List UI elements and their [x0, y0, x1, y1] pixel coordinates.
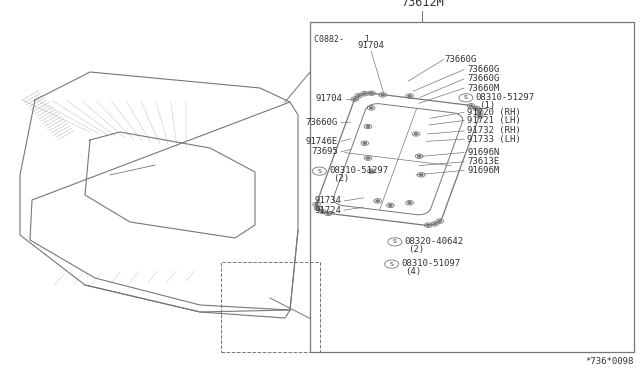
Text: S: S [464, 95, 468, 100]
Circle shape [389, 205, 392, 206]
Bar [221, 262, 320, 352]
Text: 91732 (RH): 91732 (RH) [467, 126, 521, 135]
Text: 91733 (LH): 91733 (LH) [467, 135, 521, 144]
Circle shape [477, 111, 481, 113]
Circle shape [433, 223, 436, 225]
Text: 91724: 91724 [314, 206, 341, 215]
Circle shape [327, 212, 330, 214]
Text: 73660G: 73660G [445, 55, 477, 64]
Text: 91734: 91734 [314, 196, 341, 205]
Circle shape [470, 105, 472, 107]
Text: 91704: 91704 [316, 94, 342, 103]
Circle shape [438, 220, 441, 222]
Circle shape [408, 95, 411, 97]
Text: (4): (4) [405, 267, 421, 276]
Text: *736*0098: *736*0098 [585, 357, 634, 366]
Circle shape [367, 157, 369, 159]
Text: 73660G: 73660G [467, 65, 499, 74]
Text: (2): (2) [408, 245, 424, 254]
Circle shape [408, 202, 411, 203]
Circle shape [420, 174, 422, 176]
Circle shape [363, 93, 366, 94]
Circle shape [317, 208, 319, 209]
Circle shape [370, 92, 373, 94]
Circle shape [478, 115, 481, 117]
Circle shape [427, 224, 430, 226]
Text: 08310-51297: 08310-51297 [476, 93, 534, 102]
Circle shape [364, 142, 366, 144]
Circle shape [370, 170, 372, 172]
Circle shape [415, 133, 417, 135]
Circle shape [475, 108, 478, 109]
Text: 73695: 73695 [311, 147, 338, 156]
Text: (2): (2) [333, 174, 349, 183]
Text: 91720 (RH): 91720 (RH) [467, 108, 521, 117]
Text: 08310-51297: 08310-51297 [329, 166, 388, 175]
Circle shape [381, 94, 384, 96]
Text: 91704: 91704 [358, 41, 385, 50]
Text: S: S [393, 239, 397, 244]
Text: 08310-51097: 08310-51097 [401, 259, 460, 268]
Text: 91746E: 91746E [306, 137, 338, 146]
Circle shape [370, 107, 372, 109]
Circle shape [376, 200, 379, 202]
Text: 73660G: 73660G [467, 74, 499, 83]
Circle shape [321, 211, 324, 212]
Text: 91721 (LH): 91721 (LH) [467, 116, 521, 125]
Circle shape [367, 126, 369, 127]
Circle shape [353, 98, 356, 100]
Text: 73613E: 73613E [467, 157, 499, 166]
Circle shape [315, 203, 318, 205]
Text: 73660M: 73660M [467, 84, 499, 93]
Text: 08320-40642: 08320-40642 [404, 237, 463, 246]
Text: 73660G: 73660G [306, 118, 338, 127]
Text: (1): (1) [479, 101, 495, 110]
Text: 91696M: 91696M [467, 166, 499, 175]
Text: S: S [317, 169, 321, 174]
Text: C0882-    J: C0882- J [314, 35, 369, 44]
Circle shape [418, 155, 420, 157]
Text: 91696N: 91696N [467, 148, 499, 157]
Bar [310, 22, 634, 352]
Text: 73612M: 73612M [401, 0, 444, 9]
Text: S: S [390, 262, 394, 267]
Circle shape [357, 95, 360, 97]
